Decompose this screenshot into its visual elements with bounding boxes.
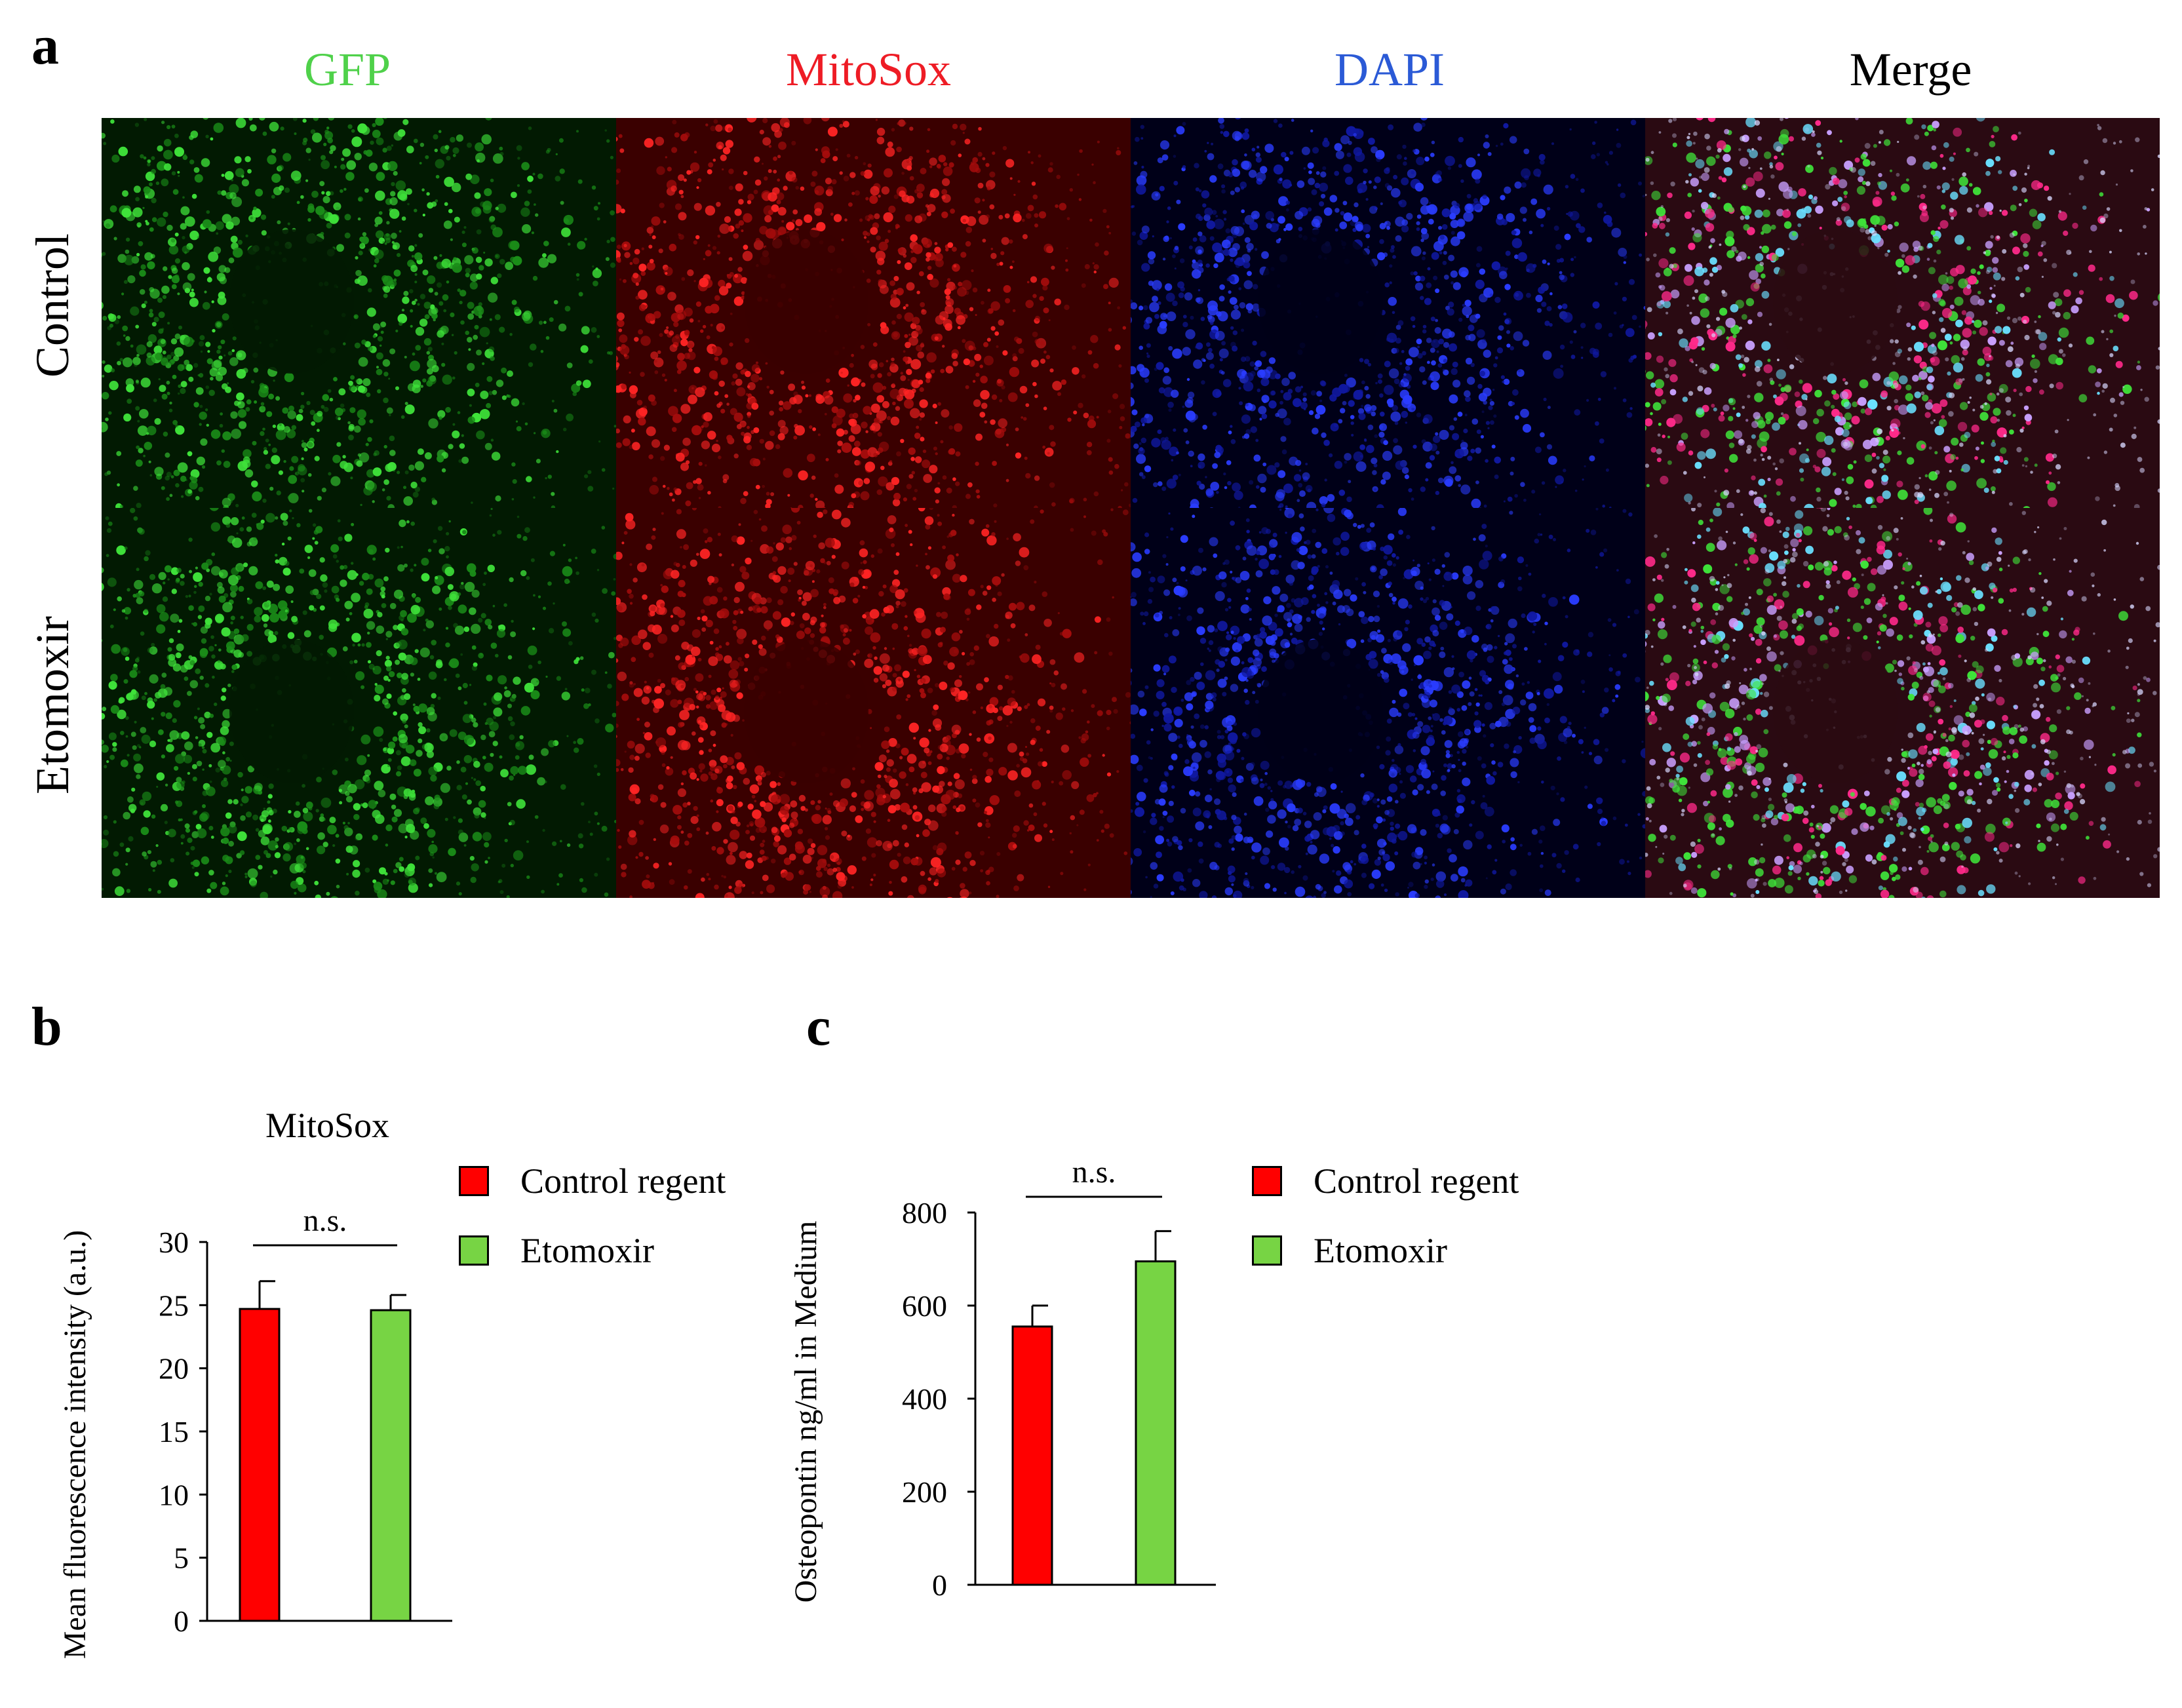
row-label-etomoxir: Etomoxir — [26, 616, 79, 794]
chart-c-y-tick-label: 600 — [902, 1289, 947, 1323]
legend-c-control: Control regent — [1252, 1163, 1519, 1199]
micrograph-etomoxir-gfp — [102, 508, 616, 898]
micrograph-etomoxir-merge — [1645, 508, 2160, 898]
legend-c: Control regent Etomoxir — [1252, 1163, 1519, 1268]
chart-c-y-tick-label: 0 — [932, 1568, 947, 1602]
chart-b-y-tick-label: 0 — [174, 1604, 189, 1638]
chart-b-bar-etomoxir — [370, 1309, 412, 1622]
chart-c-y-tick-label: 400 — [902, 1382, 947, 1416]
chart-c: 0 200 400 600 800 Osteopontin ng/ml in Medium… — [790, 1155, 1216, 1603]
chart-b-y-tick-label: 20 — [159, 1352, 189, 1386]
micrograph-control-gfp — [102, 118, 616, 508]
chart-c-bar-etomoxir — [1135, 1260, 1177, 1586]
micrograph-etomoxir-dapi — [1131, 508, 1645, 898]
legend-c-etomoxir-label: Etomoxir — [1314, 1231, 1447, 1270]
row-label-control: Control — [26, 233, 79, 378]
chart-c-y-tick-label: 800 — [902, 1196, 947, 1230]
legend-b-etomoxir-label: Etomoxir — [520, 1231, 654, 1270]
legend-c-control-label: Control regent — [1314, 1161, 1519, 1201]
chart-c-y-axis-label: Osteopontin ng/ml in Medium — [790, 1221, 823, 1603]
chart-b-title: MitoSox — [265, 1106, 390, 1145]
legend-c-control-swatch — [1252, 1166, 1282, 1196]
panel-letter-b: b — [31, 996, 62, 1057]
legend-c-etomoxir-swatch — [1252, 1235, 1282, 1266]
chart-b-y-tick-label: 30 — [159, 1226, 189, 1259]
micrograph-control-merge — [1645, 118, 2160, 508]
legend-b-control-label: Control regent — [520, 1161, 726, 1201]
legend-c-etomoxir: Etomoxir — [1252, 1233, 1519, 1268]
column-header-gfp: GFP — [303, 43, 391, 96]
chart-c-significance-label: n.s. — [1072, 1155, 1116, 1190]
chart-c-y-tick-label: 200 — [902, 1475, 947, 1509]
micrograph-grid — [102, 118, 2160, 898]
chart-b-y-tick-label: 25 — [159, 1289, 189, 1322]
legend-b-control-swatch — [459, 1166, 489, 1196]
micrograph-control-dapi — [1131, 118, 1645, 508]
chart-b-y-axis-label: Mean fluorescence intensity (a.u.) — [58, 1230, 92, 1659]
micrograph-etomoxir-mitosox — [616, 508, 1131, 898]
legend-b-etomoxir: Etomoxir — [459, 1233, 726, 1268]
chart-b-y-tick-label: 10 — [159, 1478, 189, 1511]
chart-b-bar-control — [239, 1308, 281, 1622]
chart-b-y-tick-label: 15 — [159, 1415, 189, 1448]
chart-b: 0 5 10 15 20 25 30 Mean fluorescence intensity … — [58, 1203, 452, 1659]
legend-b: Control regent Etomoxir — [459, 1163, 726, 1268]
column-header-merge: Merge — [1849, 43, 1972, 96]
chart-c-bar-control — [1011, 1325, 1053, 1586]
chart-b-y-tick-label: 5 — [174, 1542, 189, 1575]
panel-letter-a: a — [31, 15, 59, 76]
panel-letter-c: c — [806, 996, 831, 1057]
column-header-mitosox: MitoSox — [785, 43, 952, 96]
column-header-dapi: DAPI — [1334, 43, 1445, 96]
legend-b-control: Control regent — [459, 1163, 726, 1199]
micrograph-control-mitosox — [616, 118, 1131, 508]
legend-b-etomoxir-swatch — [459, 1235, 489, 1266]
chart-b-significance-label: n.s. — [303, 1203, 347, 1238]
